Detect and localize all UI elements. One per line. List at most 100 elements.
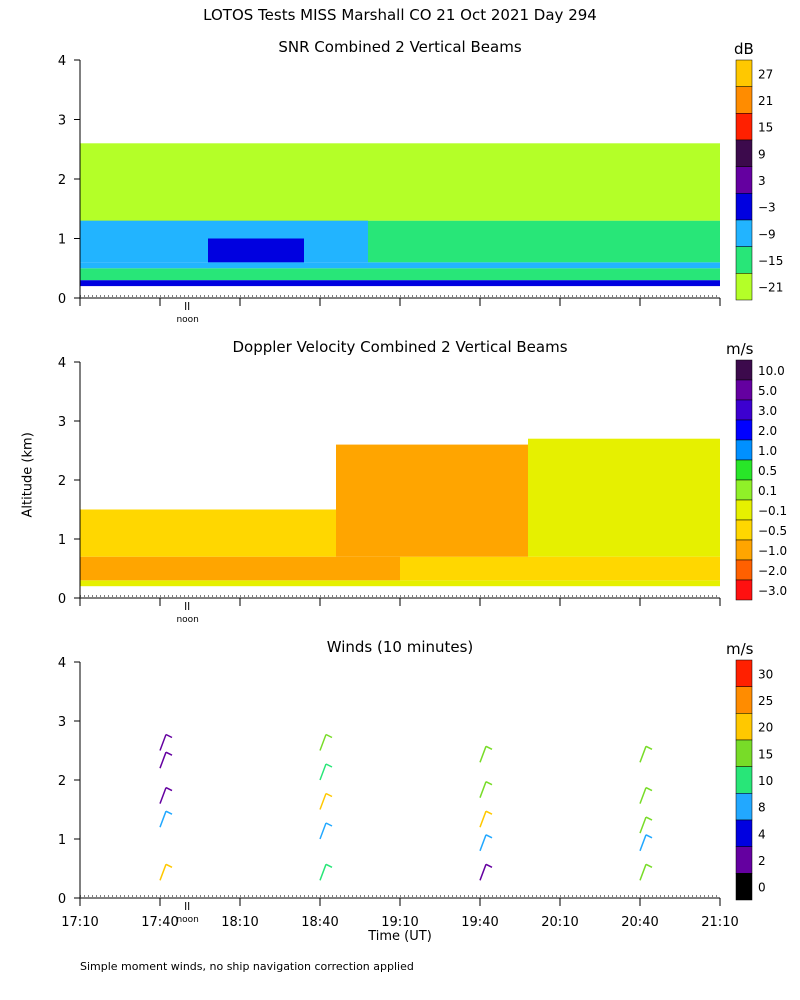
wind-barb [479, 781, 487, 798]
wind-barb-flag [325, 763, 333, 768]
winds-colorbar-segment [735, 686, 753, 714]
doppler-colorbar-label: 5.0 [758, 384, 777, 398]
snr-colorbar-label: −9 [758, 227, 776, 241]
winds-colorbar-label: 15 [758, 747, 773, 761]
wind-barb-flag [165, 863, 173, 868]
snr-colorbar-segment [735, 59, 753, 87]
winds-colorbar-label: 4 [758, 827, 766, 841]
winds-x-tick-label: 17:10 [61, 915, 98, 930]
winds-unit: m/s [726, 640, 754, 658]
wind-barb [319, 734, 327, 751]
wind-barb-flag [485, 863, 493, 868]
doppler-unit: m/s [726, 340, 754, 358]
doppler-y-tick-label: 4 [58, 356, 66, 371]
winds-x-tick-label: 19:10 [381, 915, 418, 930]
snr-colorbar-label: 3 [758, 174, 766, 188]
wind-barb-flag [645, 834, 653, 839]
wind-barb-flag [325, 792, 333, 798]
winds-colorbar-segment [735, 713, 753, 741]
wind-barb-flag [165, 786, 173, 792]
wind-barb [159, 751, 167, 769]
doppler-colorbar-label: −0.5 [758, 524, 787, 538]
doppler-heatmap-cell [528, 438, 720, 557]
winds-y-tick-label: 4 [58, 656, 66, 671]
doppler-colorbar-label: 10.0 [758, 364, 785, 378]
wind-barb [319, 864, 327, 881]
winds-colorbar-label: 30 [758, 667, 773, 681]
doppler-colorbar-segment [735, 359, 753, 381]
doppler-colorbar-label: −2.0 [758, 564, 787, 578]
winds-colorbar-segment [735, 846, 753, 874]
wind-barb [319, 763, 327, 781]
snr-colorbar-label: −21 [758, 281, 783, 295]
wind-barb [479, 834, 487, 852]
footnote: Simple moment winds, no ship navigation … [80, 960, 414, 973]
winds-colorbar-segment [735, 793, 753, 821]
snr-heatmap-cell [80, 268, 720, 281]
snr-colorbar-segment [735, 193, 753, 221]
winds-colorbar-label: 10 [758, 774, 773, 788]
snr-y-tick-label: 4 [58, 54, 66, 69]
doppler-y-tick-label: 0 [58, 592, 66, 607]
snr-colorbar-segment [735, 113, 753, 141]
doppler-heatmap-cell [336, 444, 528, 557]
winds-x-tick-label: 20:10 [541, 915, 578, 930]
winds-x-tick-label: 19:40 [461, 915, 498, 930]
wind-barb [159, 734, 167, 751]
winds-colorbar-label: 0 [758, 881, 766, 895]
snr-colorbar-label: 27 [758, 67, 773, 81]
doppler-y-tick-label: 2 [58, 474, 66, 489]
doppler-colorbar-label: −0.1 [758, 504, 787, 518]
snr-colorbar-label: −3 [758, 201, 776, 215]
figure-title: LOTOS Tests MISS Marshall CO 21 Oct 2021… [203, 6, 597, 24]
doppler-colorbar-segment [735, 579, 753, 601]
winds-x-tick-label: 17:40 [141, 915, 178, 930]
doppler-colorbar-segment [735, 459, 753, 481]
winds-y-tick-label: 3 [58, 715, 66, 730]
wind-barb [639, 787, 647, 804]
wind-barb-flag [325, 822, 333, 827]
wind-barb [639, 864, 647, 881]
doppler-heatmap-cell [400, 556, 720, 581]
snr-heatmap-cell [80, 280, 720, 287]
wind-barb-flag [645, 863, 653, 868]
doppler-colorbar-label: 0.1 [758, 484, 777, 498]
snr-colorbar-segment [735, 166, 753, 194]
doppler-colorbar-segment [735, 379, 753, 401]
doppler-y-tick-label: 3 [58, 415, 66, 430]
snr-colorbar-segment [735, 273, 753, 301]
wind-barb-flag [325, 733, 333, 739]
snr-colorbar-label: −15 [758, 254, 783, 268]
doppler-colorbar-segment [735, 399, 753, 421]
wind-barb [319, 822, 327, 840]
doppler-colorbar-segment [735, 519, 753, 541]
winds-x-tick-label: 18:10 [221, 915, 258, 930]
wind-barb-flag [165, 733, 173, 739]
wind-barb-flag [165, 751, 173, 756]
winds-x-tick-label: 18:40 [301, 915, 338, 930]
wind-barb [479, 810, 487, 828]
winds-x-tick-label: 20:40 [621, 915, 658, 930]
winds-colorbar-segment [735, 819, 753, 847]
wind-barb-flag [485, 745, 493, 750]
snr-heatmap-cell [208, 238, 304, 263]
doppler-colorbar-segment [735, 479, 753, 501]
winds-y-tick-label: 1 [58, 833, 66, 848]
snr-noon-label: noon [176, 315, 198, 325]
winds-x-tick-label: 21:10 [701, 915, 738, 930]
doppler-colorbar-label: −3.0 [758, 584, 787, 598]
winds-y-tick-label: 2 [58, 774, 66, 789]
wind-barb-flag [165, 810, 173, 815]
winds-colorbar-label: 20 [758, 721, 773, 735]
winds-noon-label: noon [176, 915, 198, 925]
wind-barb [639, 816, 647, 834]
snr-colorbar-segment [735, 219, 753, 247]
doppler-y-tick-label: 1 [58, 533, 66, 548]
snr-unit: dB [734, 40, 754, 58]
wind-barb-flag [485, 781, 493, 786]
doppler-colorbar-label: 2.0 [758, 424, 777, 438]
wind-barb [159, 787, 167, 804]
snr-y-tick-label: 0 [58, 292, 66, 307]
winds-colorbar-segment [735, 659, 753, 687]
